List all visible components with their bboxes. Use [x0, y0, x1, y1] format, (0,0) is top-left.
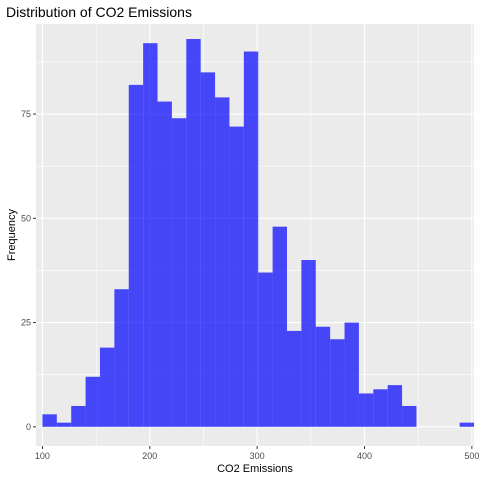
histogram-bar — [272, 226, 287, 427]
histogram-bar — [200, 72, 216, 427]
histogram-bar — [373, 389, 388, 427]
histogram-bar — [56, 422, 72, 427]
x-axis-title: CO2 Emissions — [217, 463, 293, 475]
histogram-bar — [286, 330, 302, 427]
histogram-bar — [128, 84, 144, 427]
y-tick-label: 0 — [26, 422, 31, 432]
histogram-bar — [215, 97, 230, 427]
y-axis: 0 25 50 75 — [21, 109, 36, 432]
histogram-bar — [42, 414, 57, 427]
histogram-bar — [459, 422, 474, 427]
x-tick-label: 400 — [357, 451, 372, 461]
histogram-bar — [143, 43, 158, 427]
y-tick-label: 25 — [21, 318, 31, 328]
histogram-bar — [402, 405, 417, 427]
histogram-bar — [243, 51, 259, 427]
histogram-bar — [358, 393, 374, 427]
histogram-bar — [71, 405, 86, 427]
histogram-bar — [344, 322, 359, 427]
histogram-bar — [171, 118, 187, 427]
histogram-bar — [85, 376, 100, 427]
y-tick-label: 50 — [21, 213, 31, 223]
histogram-bars — [42, 39, 474, 427]
x-tick-label: 500 — [464, 451, 479, 461]
histogram-bar — [157, 101, 172, 427]
x-tick-label: 300 — [250, 451, 265, 461]
histogram-bar — [258, 272, 273, 427]
histogram-bar — [186, 39, 201, 427]
x-tick-label: 100 — [35, 451, 50, 461]
y-tick-label: 75 — [21, 109, 31, 119]
y-axis-title: Frequency — [6, 209, 18, 261]
histogram-bar — [229, 126, 244, 427]
histogram-bar — [387, 385, 403, 427]
histogram-bar — [315, 326, 331, 427]
x-axis: 100 200 300 400 500 — [35, 446, 479, 461]
histogram-bar — [301, 260, 316, 427]
histogram-bar — [330, 339, 345, 427]
histogram-bar — [99, 347, 115, 427]
histogram-bar — [114, 289, 129, 427]
chart-title: Distribution of CO2 Emissions — [6, 4, 192, 20]
x-tick-label: 200 — [142, 451, 157, 461]
